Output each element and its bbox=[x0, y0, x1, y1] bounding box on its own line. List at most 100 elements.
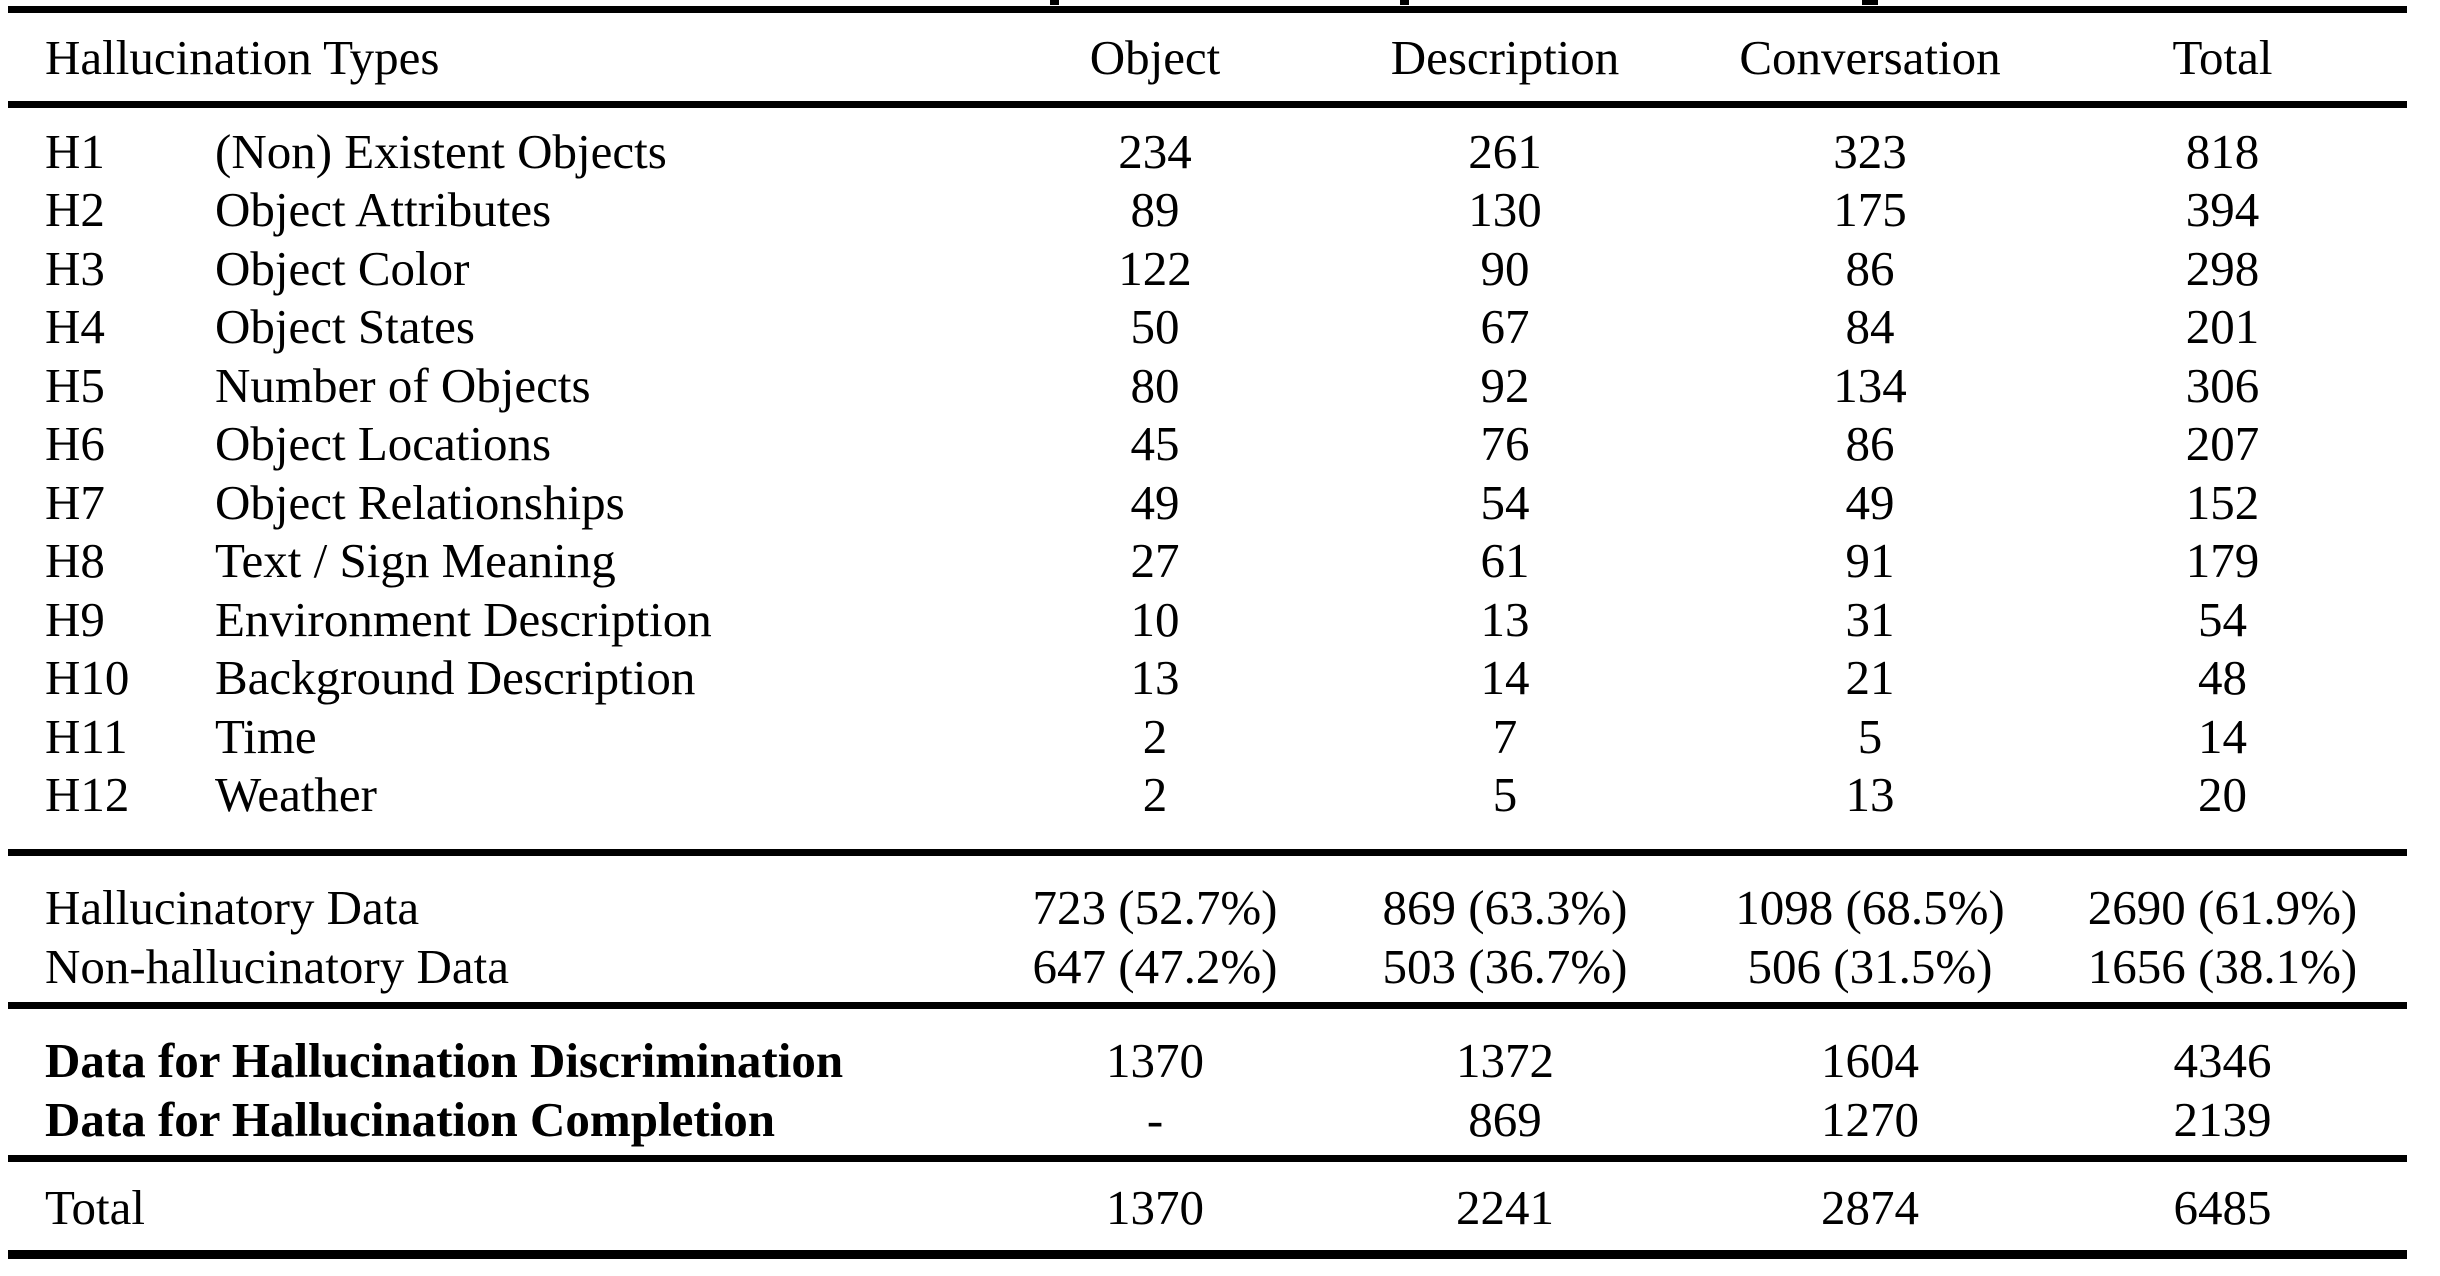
column-header-hallucination-types: Hallucination Types bbox=[45, 29, 440, 85]
cell-description: 2241 bbox=[1456, 1180, 1554, 1235]
row-id: H4 bbox=[45, 299, 105, 355]
row-label: Background Description bbox=[215, 650, 696, 706]
cell-total: 6485 bbox=[2173, 1180, 2272, 1235]
cell-object: 1370 bbox=[1106, 1033, 1204, 1088]
row-label: Weather bbox=[215, 767, 378, 823]
row-label: Number of Objects bbox=[215, 357, 591, 413]
cell-total: 152 bbox=[2185, 474, 2260, 530]
cell-conversation: 86 bbox=[1845, 416, 1895, 472]
row-label: Non-hallucinatory Data bbox=[45, 939, 509, 994]
row-label: Text / Sign Meaning bbox=[215, 533, 616, 589]
cell-total: 48 bbox=[2198, 650, 2247, 706]
caption-descender-artifact bbox=[1862, 0, 1878, 5]
cell-conversation: 86 bbox=[1845, 240, 1895, 296]
cell-description: 67 bbox=[1480, 299, 1530, 355]
hallucination-type-row: H7 Object Relationships 49 54 49 152 bbox=[0, 473, 2440, 532]
cell-object: 80 bbox=[1130, 357, 1180, 413]
cell-total: 818 bbox=[2185, 123, 2260, 179]
row-label: Data for Hallucination Discrimination bbox=[45, 1033, 844, 1088]
row-label: Object Locations bbox=[215, 416, 552, 472]
hallucination-type-row: H5 Number of Objects 80 92 134 306 bbox=[0, 356, 2440, 415]
cell-conversation: 13 bbox=[1845, 767, 1895, 823]
cell-description: 7 bbox=[1492, 708, 1518, 764]
cell-object: 45 bbox=[1130, 416, 1180, 472]
data-summary-section: Hallucinatory Data 723 (52.7%) 869 (63.3%)… bbox=[0, 856, 2440, 1002]
row-id: H11 bbox=[45, 708, 128, 764]
hallucination-type-row: H11 Time 2 7 5 14 bbox=[0, 707, 2440, 766]
row-label: Object Relationships bbox=[215, 474, 625, 530]
cell-description: 90 bbox=[1480, 240, 1530, 296]
cell-object: 723 (52.7%) bbox=[1032, 880, 1278, 935]
cell-total: 298 bbox=[2185, 240, 2260, 296]
cell-object: 50 bbox=[1130, 299, 1180, 355]
section-divider-rule bbox=[8, 849, 2407, 856]
cell-conversation: 506 (31.5%) bbox=[1747, 939, 1993, 994]
task-data-section: Data for Hallucination Discrimination 137… bbox=[0, 1009, 2440, 1155]
cell-object: 2 bbox=[1142, 767, 1168, 823]
hallucination-type-row: H3 Object Color 122 90 86 298 bbox=[0, 239, 2440, 298]
row-id: H10 bbox=[45, 650, 130, 706]
row-id: H1 bbox=[45, 123, 105, 179]
caption-descender-artifact bbox=[1400, 0, 1409, 5]
cell-object: 49 bbox=[1130, 474, 1180, 530]
cell-total: 207 bbox=[2185, 416, 2260, 472]
row-label: (Non) Existent Objects bbox=[215, 123, 667, 179]
cell-description: 14 bbox=[1480, 650, 1530, 706]
row-id: H6 bbox=[45, 416, 105, 472]
grand-total-section: Total 1370 2241 2874 6485 bbox=[0, 1162, 2440, 1250]
cell-total: 20 bbox=[2198, 767, 2247, 823]
cell-total: 2690 (61.9%) bbox=[2087, 880, 2358, 935]
section-divider-rule bbox=[8, 1155, 2407, 1162]
hallucination-type-row: H1 (Non) Existent Objects 234 261 323 818 bbox=[0, 122, 2440, 181]
row-label: Environment Description bbox=[215, 591, 712, 647]
cell-total: 179 bbox=[2185, 533, 2260, 589]
data-summary-row: Non-hallucinatory Data 647 (47.2%) 503 (36… bbox=[0, 937, 2440, 996]
cell-object: 27 bbox=[1130, 533, 1180, 589]
row-id: H7 bbox=[45, 474, 105, 530]
header-divider-rule bbox=[8, 101, 2407, 108]
hallucination-type-row: H4 Object States 50 67 84 201 bbox=[0, 298, 2440, 357]
cell-description: 13 bbox=[1480, 591, 1530, 647]
task-data-row: Data for Hallucination Discrimination 137… bbox=[0, 1031, 2440, 1090]
cell-total: 201 bbox=[2185, 299, 2260, 355]
cell-description: 1372 bbox=[1456, 1033, 1554, 1088]
task-data-row: Data for Hallucination Completion - 869 127… bbox=[0, 1090, 2440, 1149]
cell-conversation: 31 bbox=[1845, 591, 1895, 647]
cell-description: 261 bbox=[1468, 123, 1542, 179]
cell-object: 2 bbox=[1142, 708, 1168, 764]
row-label: Time bbox=[215, 708, 317, 764]
column-header-object: Object bbox=[1089, 29, 1221, 85]
cell-conversation: 1604 bbox=[1821, 1033, 1919, 1088]
cell-object: 122 bbox=[1118, 240, 1192, 296]
table-bottom-rule bbox=[8, 1250, 2407, 1259]
row-label: Total bbox=[45, 1180, 145, 1235]
cell-description: 869 (63.3%) bbox=[1382, 880, 1628, 935]
row-id: H3 bbox=[45, 240, 105, 296]
cell-description: 76 bbox=[1480, 416, 1530, 472]
row-id: H5 bbox=[45, 357, 105, 413]
column-header-conversation: Conversation bbox=[1739, 29, 2001, 85]
hallucination-type-row: H2 Object Attributes 89 130 175 394 bbox=[0, 181, 2440, 240]
row-id: H2 bbox=[45, 182, 105, 238]
cell-description: 130 bbox=[1468, 182, 1542, 238]
cell-object: 234 bbox=[1118, 123, 1192, 179]
cell-object: 89 bbox=[1130, 182, 1180, 238]
section-divider-rule bbox=[8, 1002, 2407, 1009]
row-label: Object States bbox=[215, 299, 475, 355]
hallucination-type-row: H10 Background Description 13 14 21 48 bbox=[0, 649, 2440, 708]
cell-description: 54 bbox=[1480, 474, 1530, 530]
cell-conversation: 84 bbox=[1845, 299, 1895, 355]
cell-description: 869 bbox=[1468, 1092, 1542, 1147]
cell-conversation: 323 bbox=[1833, 123, 1907, 179]
hallucination-type-row: H12 Weather 2 5 13 20 bbox=[0, 766, 2440, 825]
grand-total-row: Total 1370 2241 2874 6485 bbox=[0, 1178, 2440, 1237]
cell-object: 10 bbox=[1130, 591, 1180, 647]
row-label: Hallucinatory Data bbox=[45, 880, 420, 935]
hallucination-type-row: H6 Object Locations 45 76 86 207 bbox=[0, 415, 2440, 474]
cell-object: 13 bbox=[1130, 650, 1180, 706]
cell-description: 92 bbox=[1480, 357, 1530, 413]
cell-conversation: 134 bbox=[1833, 357, 1907, 413]
row-label: Data for Hallucination Completion bbox=[45, 1092, 776, 1147]
cell-description: 5 bbox=[1492, 767, 1518, 823]
